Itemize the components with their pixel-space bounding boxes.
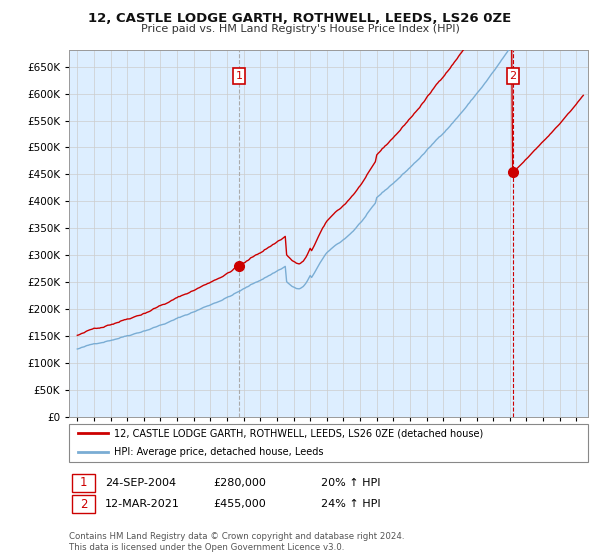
Text: HPI: Average price, detached house, Leeds: HPI: Average price, detached house, Leed… <box>114 447 323 458</box>
Text: 1: 1 <box>80 476 87 489</box>
Text: 12, CASTLE LODGE GARTH, ROTHWELL, LEEDS, LS26 0ZE: 12, CASTLE LODGE GARTH, ROTHWELL, LEEDS,… <box>88 12 512 25</box>
Text: 20% ↑ HPI: 20% ↑ HPI <box>321 478 380 488</box>
Text: Price paid vs. HM Land Registry's House Price Index (HPI): Price paid vs. HM Land Registry's House … <box>140 24 460 34</box>
Text: £455,000: £455,000 <box>213 499 266 509</box>
Text: 1: 1 <box>236 71 242 81</box>
Text: 12-MAR-2021: 12-MAR-2021 <box>105 499 180 509</box>
Text: 2: 2 <box>80 497 87 511</box>
Text: 12, CASTLE LODGE GARTH, ROTHWELL, LEEDS, LS26 0ZE (detached house): 12, CASTLE LODGE GARTH, ROTHWELL, LEEDS,… <box>114 428 483 438</box>
Text: 24% ↑ HPI: 24% ↑ HPI <box>321 499 380 509</box>
Text: £280,000: £280,000 <box>213 478 266 488</box>
Text: 24-SEP-2004: 24-SEP-2004 <box>105 478 176 488</box>
Text: Contains HM Land Registry data © Crown copyright and database right 2024.
This d: Contains HM Land Registry data © Crown c… <box>69 532 404 552</box>
Text: 2: 2 <box>509 71 517 81</box>
